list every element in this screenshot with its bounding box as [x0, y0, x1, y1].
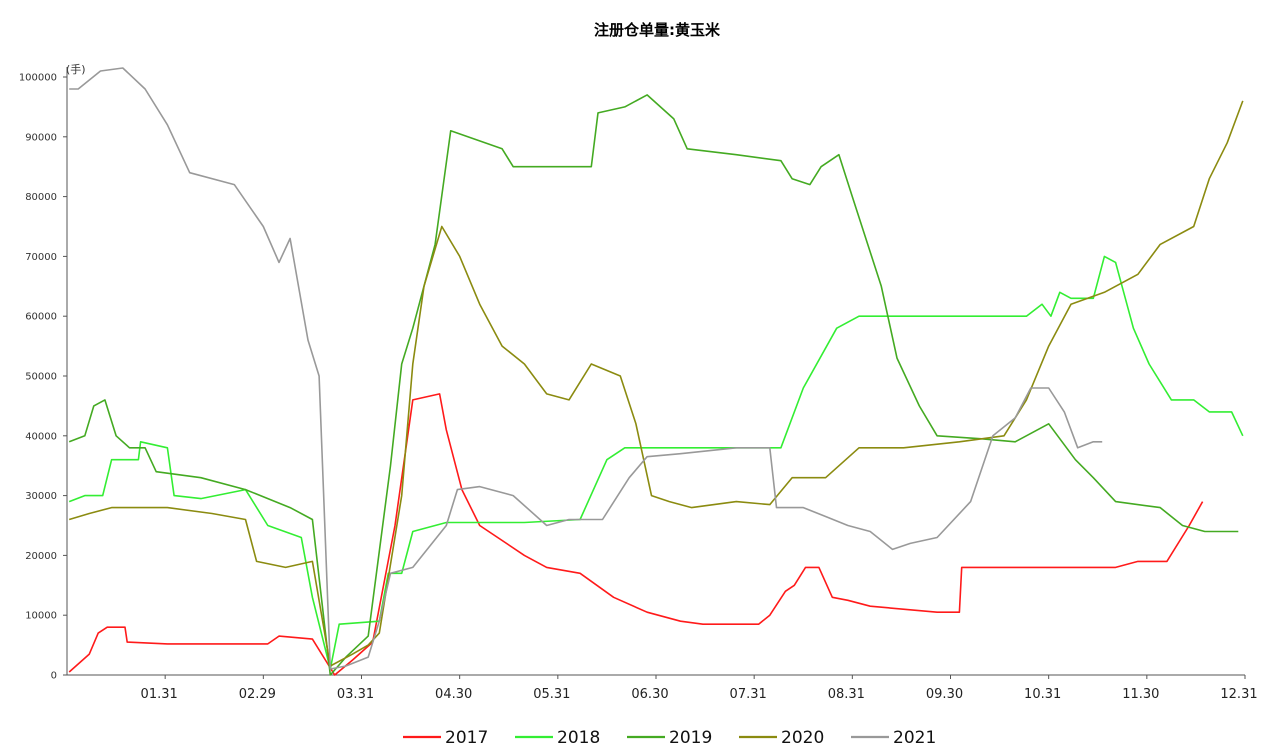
x-tick-label: 11.30 [1122, 687, 1159, 702]
x-tick-label: 05.31 [533, 687, 570, 702]
y-tick-label: 80000 [25, 192, 57, 203]
legend-label-2018: 2018 [557, 728, 600, 747]
y-tick-label: 20000 [25, 551, 57, 562]
series-line-2018 [68, 255, 1244, 670]
y-tick-label: 90000 [25, 132, 57, 143]
legend-label-2021: 2021 [893, 728, 936, 747]
x-tick-label: 06.30 [631, 687, 668, 702]
series-line-2021 [69, 67, 1103, 670]
series-line-2017 [68, 393, 1204, 676]
x-tick-label: 09.30 [926, 687, 963, 702]
y-tick-label: 10000 [25, 611, 57, 622]
x-tick-label: 02.29 [239, 687, 276, 702]
y-axis-ticks: 0 10000 20000 30000 40000 50000 60000 70000 8000… [19, 73, 67, 682]
x-tick-label: 04.30 [435, 687, 472, 702]
y-tick-label: 100000 [19, 73, 57, 84]
y-tick-label: 50000 [25, 372, 57, 383]
legend-label-2017: 2017 [445, 728, 488, 747]
x-tick-label: 07.31 [730, 687, 767, 702]
x-tick-label: 01.31 [141, 687, 178, 702]
legend-label-2020: 2020 [781, 728, 824, 747]
x-axis-ticks: 01.31 02.29 03.31 04.30 05.31 06.30 07.31 08.31… [141, 675, 1258, 702]
y-tick-label: 70000 [25, 252, 57, 263]
y-tick-label: 40000 [25, 431, 57, 442]
x-tick-label: 12.31 [1220, 687, 1257, 702]
chart-title: 注册仓单量:黄玉米 [594, 21, 721, 39]
x-tick-label: 03.31 [337, 687, 374, 702]
x-tick-label: 10.31 [1024, 687, 1061, 702]
series-line-2019 [68, 94, 1239, 676]
y-tick-label: 0 [51, 671, 57, 682]
axes [66, 67, 1245, 676]
x-tick-label: 08.31 [828, 687, 865, 702]
y-axis-unit: (手) [66, 62, 86, 76]
y-tick-label: 30000 [25, 491, 57, 502]
legend-label-2019: 2019 [669, 728, 712, 747]
series-lines [68, 67, 1244, 676]
series-line-2020 [68, 100, 1244, 667]
y-tick-label: 60000 [25, 312, 57, 323]
legend: 2017 2018 2019 2020 2021 [403, 728, 936, 747]
